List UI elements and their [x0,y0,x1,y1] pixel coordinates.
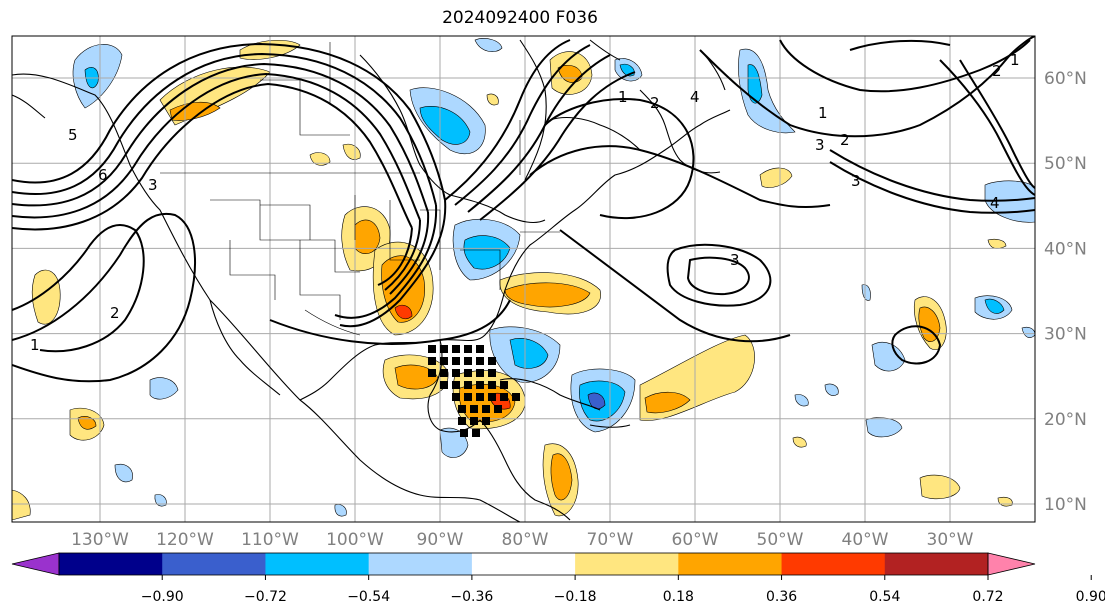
contour-label-group: 1 2 3 1 2 3 1 2 3 4 5 6 1 2 3 4 [30,51,1020,354]
longitude-label: 80°W [502,530,549,550]
anomaly-region [77,416,97,430]
longitude-label: 90°W [417,530,464,550]
anomaly-region [419,106,471,145]
latitude-label: 20°N [1044,410,1087,430]
longitude-label: 130°W [71,530,129,550]
longitude-label: 120°W [156,530,214,550]
contour-label: 1 [30,336,40,354]
colorbar-segment [59,553,163,575]
anomaly-region [149,377,179,400]
anomaly-region [1021,326,1035,338]
colorbar-tick-label: 0.36 [766,589,797,605]
contour-label: 3 [730,251,740,269]
contour-label: 6 [98,166,108,184]
contour-label: 4 [690,88,700,106]
latitude-axis: 60°N 50°N 40°N 30°N 20°N 10°N [1044,69,1087,515]
contour-label: 5 [68,126,78,144]
contour-label: 3 [815,136,825,154]
colorbar-outline [58,552,989,576]
contour-label: 1 [818,104,828,122]
colorbar-tick-label: −0.18 [554,589,597,605]
anomaly-region [334,504,347,517]
contour-label: 2 [650,94,660,112]
colorbar-segment [162,553,266,575]
graticule [12,36,1035,522]
colorbar-segment [575,553,679,575]
anomaly-region [824,383,839,396]
anomaly-region [759,167,793,188]
anomaly-region [154,494,167,507]
anomaly-region [871,341,906,372]
latitude-label: 40°N [1044,239,1087,259]
colorbar-segment [781,553,886,575]
colorbar-tick-label: −0.36 [450,589,493,605]
colorbar-segment [884,553,989,575]
anomaly-region [861,284,871,301]
anomaly-region [794,394,809,407]
anomaly-region [918,306,941,342]
anomaly-region [114,463,133,483]
contour-label: 2 [110,304,120,322]
anomaly-region [587,392,606,410]
map-title: 2024092400 F036 [442,8,598,28]
coastlines [12,39,731,522]
anomaly-region [644,391,691,414]
anomaly-region [792,436,807,448]
anomaly-region [354,219,381,255]
colorbar-tick-label: −0.54 [347,589,390,605]
contour-label: 3 [148,176,158,194]
anomaly-region [550,453,573,501]
anomaly-region [984,298,1005,314]
map-area: 1 2 3 1 2 3 1 2 3 4 5 6 1 2 3 4 [12,36,1035,522]
anomaly-region [865,417,903,438]
borders [160,42,560,336]
colorbar-tick-label: −0.90 [141,589,184,605]
anomaly-region [31,269,61,325]
longitude-label: 40°W [842,530,889,550]
hatched-region [428,345,520,437]
longitude-label: 30°W [927,530,974,550]
anomaly-region [474,38,503,53]
colorbar-tick-label: 0.72 [972,589,1003,605]
anomaly-region [463,235,511,270]
colorbar-tick-label: 0.90 [1076,589,1105,605]
contour-label: 4 [990,194,1000,212]
contour-label: 1 [1010,51,1020,69]
anomaly-region [394,304,413,320]
anomaly-region [987,238,1007,249]
latitude-label: 10°N [1044,495,1087,515]
anomaly-region [12,489,31,521]
contour-label: 1 [618,88,628,106]
anomaly-region [342,143,361,160]
colorbar-tick-label: 0.18 [663,589,694,605]
anomaly-region [486,93,499,106]
longitude-label: 110°W [241,530,299,550]
colorbar-segment [678,553,783,575]
longitude-label: 70°W [587,530,634,550]
longitude-label: 100°W [326,530,384,550]
longitude-label: 60°W [672,530,719,550]
colorbar-segment [265,553,370,575]
latitude-label: 30°N [1044,325,1087,345]
anomaly-region [509,338,549,369]
colorbar: −0.90 −0.72 −0.54 −0.36 −0.18 0.18 0.36 0.54 0.7… [11,552,1105,605]
longitude-label: 50°W [757,530,804,550]
contour-label: 2 [840,131,850,149]
colorbar-tick-label: −0.72 [244,589,287,605]
contour-lines [12,36,1035,383]
contour-label: 3 [851,172,861,190]
colorbar-segment [471,553,576,575]
colorbar-tick-label: 0.54 [869,589,900,605]
anomaly-region [504,282,591,308]
map-frame [11,35,1036,523]
contour-label: 2 [992,62,1002,80]
colorbar-extend-high [987,552,1036,576]
latitude-label: 60°N [1044,69,1087,89]
colorbar-segment [368,553,473,575]
colorbar-extend-low [11,552,60,576]
latitude-label: 50°N [1044,154,1087,174]
longitude-axis: 130°W 120°W 110°W 100°W 90°W 80°W 70°W 60°W 50°W… [71,530,974,550]
anomaly-region [309,152,331,166]
